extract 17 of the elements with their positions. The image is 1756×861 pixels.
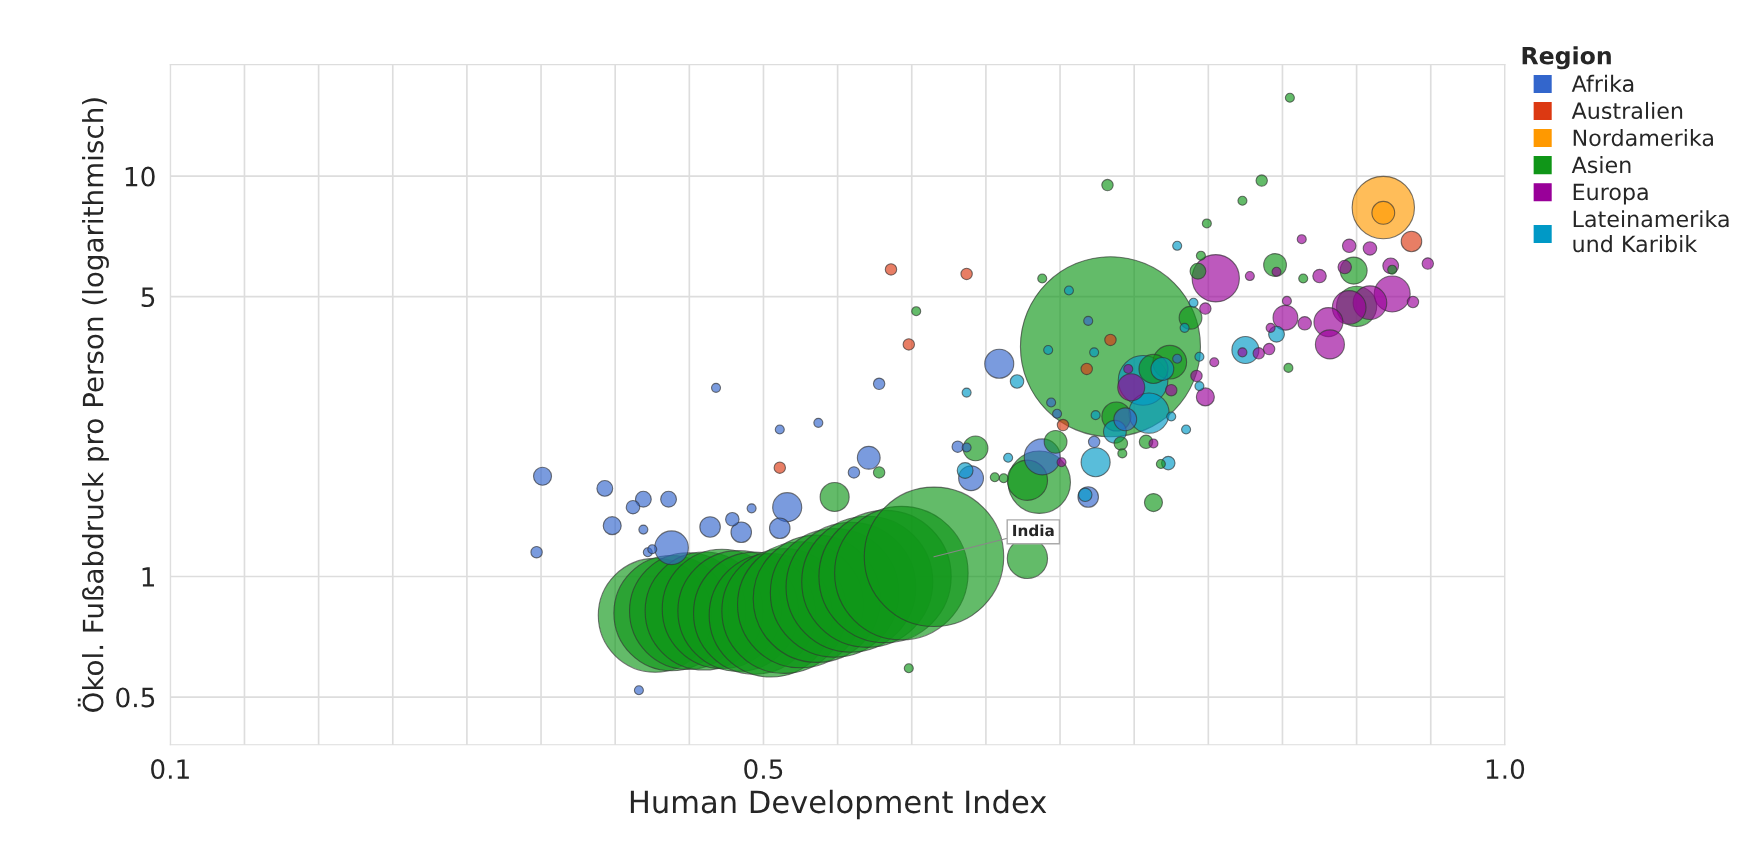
legend-label: Lateinamerika und Karibik [1573, 210, 1729, 253]
x-tick-label: 0.1 [151, 759, 189, 780]
y-axis-title: Ökol. Fußabdruck pro Person (logarithmisch) [77, 98, 109, 712]
legend-title: Region [1522, 46, 1611, 70]
annotation: India [1013, 524, 1054, 537]
legend-label: Afrika [1571, 74, 1634, 93]
y-tick-label: 0.5 [116, 687, 155, 708]
x-tick-label: 1.0 [1486, 759, 1525, 780]
x-axis-title: Human Development Index [630, 789, 1047, 820]
y-tick-label: 5 [141, 287, 155, 308]
x-tick-label: 0.5 [744, 759, 783, 780]
legend-label: Asien [1571, 156, 1631, 174]
legend-label: Nordamerika [1573, 128, 1713, 147]
y-tick-label: 10 [125, 166, 155, 187]
legend-label: Europa [1573, 183, 1648, 205]
y-tick-label: 1 [142, 567, 155, 587]
legend-label: Australien [1571, 101, 1683, 120]
